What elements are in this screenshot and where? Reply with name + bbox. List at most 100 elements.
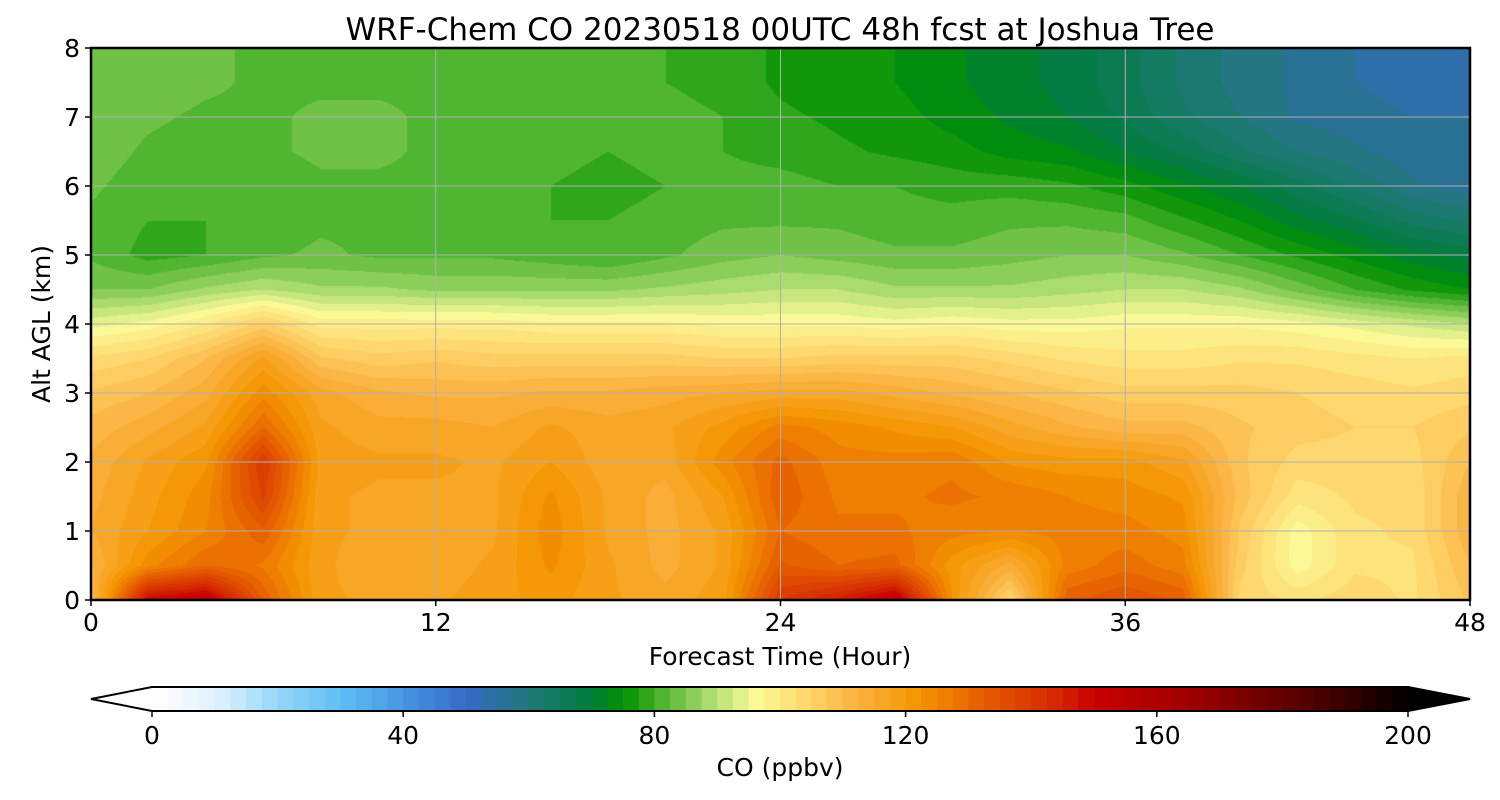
colorbar-level: [1203, 687, 1221, 711]
colorbar-level: [591, 687, 608, 711]
colorbar-level: [434, 687, 451, 711]
colorbar-level: [999, 687, 1017, 711]
colorbar-level: [560, 687, 577, 711]
colorbar-extend-low: [91, 687, 152, 711]
colorbar-level: [575, 687, 593, 711]
colorbar-level: [497, 687, 514, 711]
colorbar-level: [968, 687, 985, 711]
colorbar-level: [952, 687, 969, 711]
colorbar-level: [246, 687, 263, 711]
x-tick-label: 24: [765, 608, 797, 637]
y-tick-label: 0: [64, 586, 80, 615]
colorbar-level: [811, 687, 828, 711]
y-tick-label: 5: [64, 241, 80, 270]
colorbar-tick-label: 120: [882, 721, 930, 750]
colorbar-level: [1062, 687, 1079, 711]
colorbar-tick-label: 200: [1384, 721, 1432, 750]
x-axis-ticks: 0 12 24 36 48: [83, 600, 1486, 637]
colorbar-segments: [91, 687, 1470, 711]
colorbar-tick-label: 0: [144, 721, 160, 750]
colorbar-level: [1046, 687, 1064, 711]
colorbar-level: [1266, 687, 1283, 711]
colorbar-level: [1219, 687, 1236, 711]
colorbar-level: [513, 687, 530, 711]
y-tick-label: 1: [64, 517, 80, 546]
colorbar-level: [309, 687, 326, 711]
colorbar-level: [654, 687, 671, 711]
colorbar-level: [152, 687, 169, 711]
colorbar-level: [780, 687, 797, 711]
colorbar-level: [277, 687, 294, 711]
colorbar-tick-label: 40: [387, 721, 419, 750]
colorbar-level: [827, 687, 844, 711]
colorbar-level: [623, 687, 640, 711]
colorbar-level: [795, 687, 812, 711]
colorbar-level: [1235, 687, 1252, 711]
colorbar-level: [1298, 687, 1315, 711]
colorbar-level: [1251, 687, 1268, 711]
colorbar-level: [544, 687, 561, 711]
colorbar-level: [717, 687, 734, 711]
colorbar-level: [1031, 687, 1048, 711]
colorbar-level: [1141, 687, 1158, 711]
y-tick-label: 4: [64, 310, 80, 339]
colorbar-level: [607, 687, 624, 711]
colorbar-level: [764, 687, 781, 711]
colorbar-level: [701, 687, 718, 711]
colorbar-label: CO (ppbv): [717, 753, 844, 782]
colorbar-level: [183, 687, 200, 711]
x-tick-label: 12: [420, 608, 452, 637]
x-tick-label: 48: [1454, 608, 1486, 637]
y-tick-label: 8: [64, 34, 80, 63]
colorbar-ticks: 0 40 80 120 160 200: [144, 711, 1432, 750]
colorbar-level: [842, 687, 860, 711]
colorbar-level: [199, 687, 216, 711]
colorbar-level: [1078, 687, 1095, 711]
y-axis-ticks: 0 1 2 3 4 5 6 7 8: [64, 34, 91, 615]
x-tick-label: 0: [83, 608, 99, 637]
colorbar-level: [638, 687, 655, 711]
colorbar-level: [937, 687, 954, 711]
colorbar-level: [418, 687, 436, 711]
colorbar-level: [324, 687, 341, 711]
colorbar-level: [261, 687, 279, 711]
colorbar-level: [1392, 687, 1409, 711]
colorbar-level: [450, 687, 467, 711]
colorbar: 0 40 80 120 160 200 CO (ppbv): [90, 686, 1471, 782]
colorbar-level: [685, 687, 703, 711]
colorbar-level: [921, 687, 938, 711]
colorbar-tick-label: 80: [638, 721, 670, 750]
colorbar-extend-high: [1408, 687, 1470, 711]
colorbar-level: [387, 687, 404, 711]
colorbar-level: [1282, 687, 1299, 711]
colorbar-tick-label: 160: [1133, 721, 1181, 750]
colorbar-level: [1125, 687, 1142, 711]
colorbar-level: [1376, 687, 1393, 711]
y-tick-label: 6: [64, 172, 80, 201]
colorbar-level: [481, 687, 498, 711]
y-tick-label: 2: [64, 448, 80, 477]
colorbar-level: [293, 687, 310, 711]
colorbar-level: [748, 687, 765, 711]
colorbar-level: [1109, 687, 1126, 711]
y-tick-label: 7: [64, 103, 80, 132]
colorbar-level: [1094, 687, 1111, 711]
colorbar-level: [1156, 687, 1174, 711]
colorbar-level: [167, 687, 184, 711]
y-tick-label: 3: [64, 379, 80, 408]
colorbar-level: [905, 687, 922, 711]
colorbar-level: [230, 687, 247, 711]
colorbar-level: [1188, 687, 1205, 711]
colorbar-level: [371, 687, 389, 711]
colorbar-level: [403, 687, 420, 711]
x-tick-label: 36: [1109, 608, 1141, 637]
colorbar-level: [356, 687, 373, 711]
colorbar-level: [1329, 687, 1346, 711]
colorbar-level: [528, 687, 546, 711]
colorbar-level: [1172, 687, 1189, 711]
colorbar-level: [732, 687, 750, 711]
colorbar-level: [340, 687, 357, 711]
colorbar-level: [214, 687, 232, 711]
